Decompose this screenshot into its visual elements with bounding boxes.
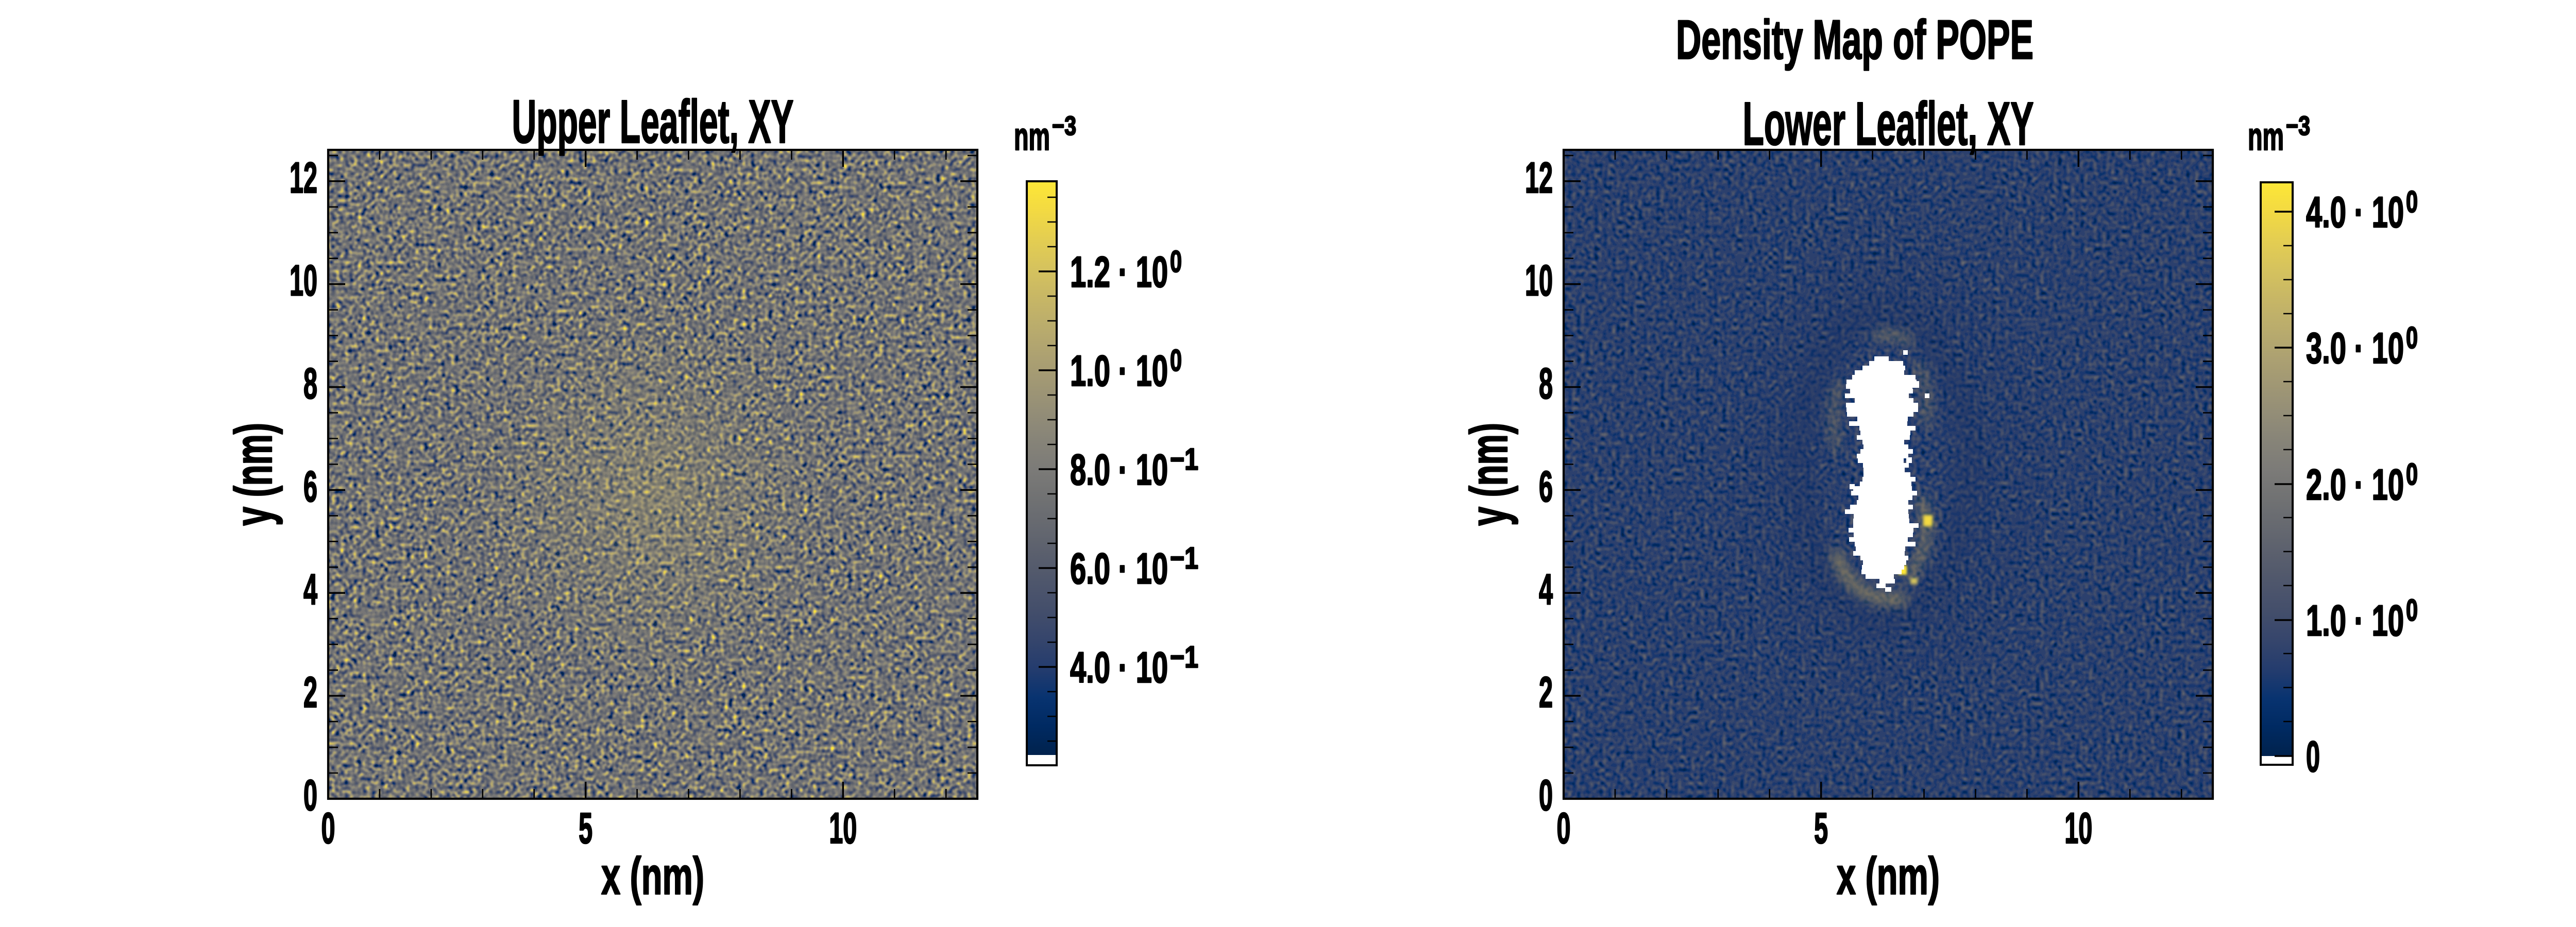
svg-text:12: 12 (290, 153, 317, 202)
svg-text:6: 6 (303, 462, 317, 510)
svg-text:Density Map of POPE: Density Map of POPE (1676, 8, 2033, 71)
svg-text:0: 0 (2406, 593, 2418, 627)
svg-text:10: 10 (290, 256, 317, 305)
svg-text:10: 10 (2064, 804, 2092, 852)
svg-text:2: 2 (303, 668, 317, 716)
svg-text:1.2 · 10: 1.2 · 10 (1070, 248, 1168, 296)
svg-text:0: 0 (2406, 321, 2418, 355)
svg-text:0: 0 (303, 771, 317, 819)
svg-text:0: 0 (1557, 804, 1571, 852)
svg-text:−1: −1 (1170, 640, 1198, 674)
svg-text:2.0 · 10: 2.0 · 10 (2306, 460, 2404, 509)
svg-text:Upper Leaflet, XY: Upper Leaflet, XY (512, 88, 794, 156)
svg-text:8: 8 (1539, 359, 1553, 408)
svg-text:1.0 · 10: 1.0 · 10 (1070, 347, 1168, 395)
svg-text:10: 10 (1525, 256, 1553, 305)
svg-text:3.0 · 10: 3.0 · 10 (2306, 324, 2404, 372)
svg-text:4.0 · 10: 4.0 · 10 (1070, 643, 1168, 692)
svg-text:0: 0 (2406, 457, 2418, 491)
svg-text:−1: −1 (1170, 442, 1198, 476)
svg-text:5: 5 (1814, 804, 1828, 852)
svg-text:y (nm): y (nm) (224, 423, 283, 526)
svg-text:x (nm): x (nm) (1837, 847, 1940, 905)
svg-text:nm: nm (1014, 115, 1050, 159)
svg-text:0: 0 (1539, 771, 1553, 819)
svg-text:−1: −1 (1170, 541, 1198, 575)
svg-text:10: 10 (829, 804, 857, 852)
svg-text:x (nm): x (nm) (601, 847, 704, 905)
svg-text:Lower Leaflet, XY: Lower Leaflet, XY (1743, 90, 2034, 158)
svg-text:2: 2 (1539, 668, 1553, 716)
svg-text:y (nm): y (nm) (1460, 423, 1518, 526)
svg-text:−3: −3 (1052, 111, 1076, 141)
svg-text:8.0 · 10: 8.0 · 10 (1070, 445, 1168, 494)
svg-text:0: 0 (2406, 185, 2418, 219)
svg-text:6.0 · 10: 6.0 · 10 (1070, 544, 1168, 593)
svg-text:8: 8 (303, 359, 317, 408)
svg-text:4: 4 (1539, 565, 1553, 613)
svg-text:1.0 · 10: 1.0 · 10 (2306, 596, 2404, 645)
svg-text:0: 0 (1170, 245, 1182, 279)
svg-text:−3: −3 (2286, 111, 2310, 141)
svg-text:0: 0 (1170, 344, 1182, 377)
svg-text:6: 6 (1539, 462, 1553, 510)
svg-text:0: 0 (321, 804, 335, 852)
svg-text:12: 12 (1525, 153, 1553, 202)
svg-text:nm: nm (2248, 115, 2284, 159)
svg-text:5: 5 (579, 804, 592, 852)
svg-text:4.0 · 10: 4.0 · 10 (2306, 188, 2404, 236)
svg-text:4: 4 (303, 565, 317, 613)
svg-text:0: 0 (2306, 732, 2320, 781)
